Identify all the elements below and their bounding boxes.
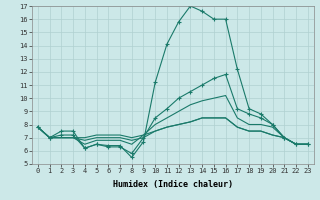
X-axis label: Humidex (Indice chaleur): Humidex (Indice chaleur): [113, 180, 233, 189]
